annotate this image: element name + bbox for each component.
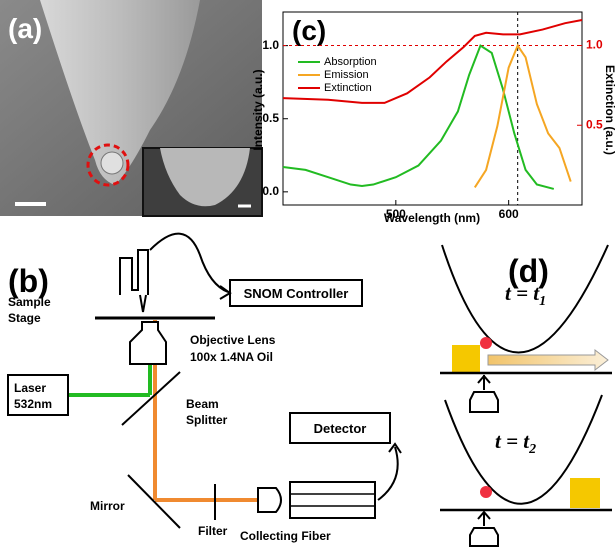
yellow-block [452,345,480,372]
objective-lens [130,322,166,364]
mirror-label: Mirror [90,499,125,513]
y-tick-label: 0.5 [262,111,279,125]
panel-label: (c) [292,15,326,46]
y2-tick-label: 1.0 [586,38,603,52]
signal-arrow [378,447,398,500]
time-text: t = t [495,429,530,453]
plot-frame [283,12,582,205]
y2-axis-label: Extinction (a.u.) [603,65,615,155]
panel-label: (a) [8,13,42,44]
coupler [258,488,281,512]
y-tick-label: 1.0 [262,38,279,52]
panel-b: (b) SNOM Controller Sample Stage Objecti… [8,234,401,543]
stage-label: Stage [8,311,41,325]
arrowhead [220,286,230,299]
tuning-fork [120,250,148,295]
detector-label: Detector [314,421,367,436]
time-sub: 2 [528,442,536,457]
fiber-box [290,482,375,518]
laser-label: Laser [14,381,46,395]
laser-label: 532nm [14,397,52,411]
objective-icon [470,392,498,412]
splitter-label: Splitter [186,413,228,427]
stage-label: Sample [8,295,51,309]
particle [480,486,492,498]
legend-label: Absorption [324,56,377,68]
particle [101,152,123,174]
motion-arrow [488,350,608,370]
objective-label: Objective Lens [190,333,276,347]
particle [480,337,492,349]
objective-label: 100x 1.4NA Oil [190,350,273,364]
cable [150,234,228,292]
y-tick-label: 0.0 [262,184,279,198]
legend-label: Extinction [324,82,372,94]
legend-label: Emission [324,69,369,81]
time-text: t = t [505,281,540,305]
probe-tip [140,295,146,312]
x-tick-label: 600 [499,207,519,221]
yellow-block [570,478,600,508]
panel-label: (b) [8,263,49,299]
fiber-label: Collecting Fiber [240,529,331,543]
x-tick-label: 500 [386,207,406,221]
page: (a) (c) Wavelength (nm) Intensity (a.u.)… [0,0,615,553]
panel-c: (c) Wavelength (nm) Intensity (a.u.) Ext… [251,12,615,225]
filter-label: Filter [198,524,228,538]
figure: (a) (c) Wavelength (nm) Intensity (a.u.)… [0,0,615,548]
time-sub: 1 [539,294,546,309]
time-label: t = t2 [495,429,536,457]
controller-label: SNOM Controller [244,286,349,301]
panel-a: (a) [0,0,262,216]
objective-icon [470,528,498,546]
y2-tick-label: 0.5 [586,117,603,131]
splitter-label: Beam [186,397,219,411]
panel-d: (d) t = t1 t = t2 [440,245,612,546]
